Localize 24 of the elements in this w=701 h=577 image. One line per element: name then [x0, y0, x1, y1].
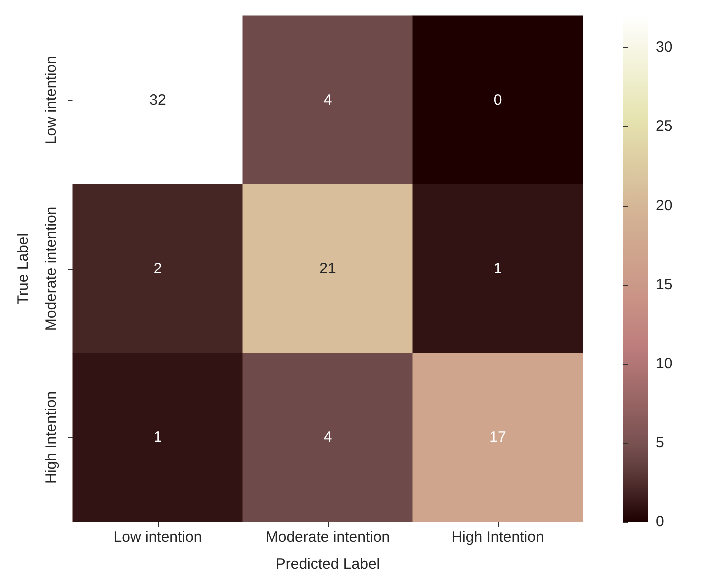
x-axis-title: Predicted Label — [276, 556, 380, 573]
data-label: 1 — [154, 429, 162, 446]
data-label: 4 — [324, 92, 332, 109]
y-tick-label: Low intention — [43, 56, 60, 145]
color-bar-label: 0 — [656, 514, 664, 530]
color-bar-label: 15 — [656, 276, 673, 294]
data-label: 32 — [150, 92, 166, 109]
color-bar-label: 30 — [656, 39, 673, 56]
x-tick-label: Moderate intention — [266, 529, 390, 546]
data-label: 21 — [320, 260, 336, 278]
color-bar-label: 5 — [656, 434, 664, 452]
y-tick-label: High Intention — [43, 391, 60, 484]
x-tick-label: High Intention — [452, 529, 544, 546]
y-tick-label: Moderate intention — [43, 206, 60, 332]
data-label: 1 — [494, 260, 502, 278]
data-label: 2 — [154, 260, 162, 278]
data-label: 4 — [324, 429, 332, 446]
color-bar-label: 25 — [656, 118, 673, 136]
x-tick-label: Low intention — [114, 529, 202, 546]
color-bar-label: 20 — [656, 197, 673, 214]
data-label: 17 — [490, 429, 506, 446]
data-label: 0 — [494, 92, 502, 109]
color-bar-label: 10 — [656, 355, 673, 372]
y-axis-title: True Label — [15, 233, 32, 305]
